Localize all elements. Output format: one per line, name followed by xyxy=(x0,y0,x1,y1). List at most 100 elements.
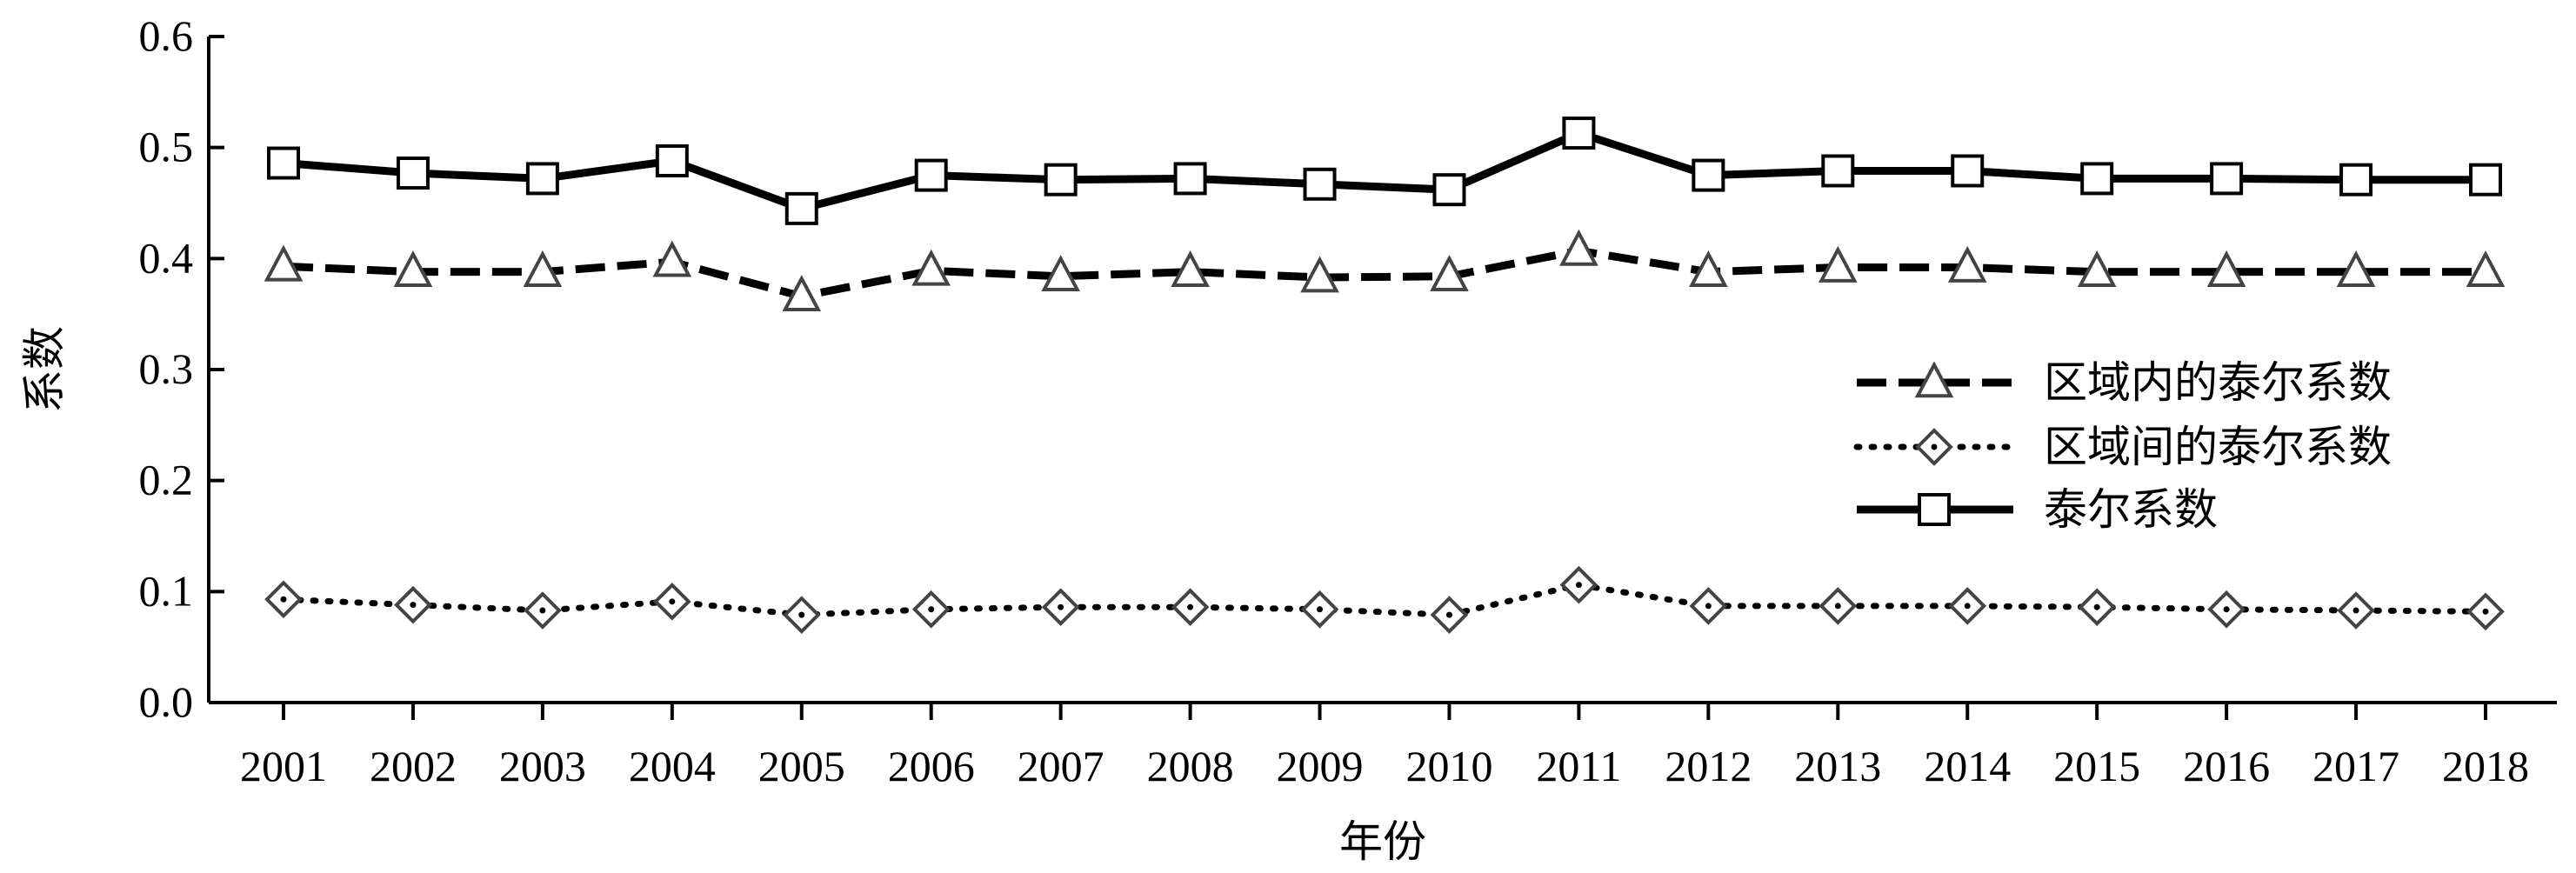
data-point-triangle xyxy=(2206,250,2246,287)
data-point-triangle xyxy=(1300,256,1339,293)
x-tick-label: 2014 xyxy=(1924,742,2011,790)
data-point-square xyxy=(1044,163,1078,197)
data-point-triangle xyxy=(1041,255,1080,292)
data-point-diamond-dot xyxy=(669,598,676,605)
data-point-triangle xyxy=(911,249,951,286)
series-triangle xyxy=(264,229,2506,312)
data-point-diamond-dot xyxy=(1317,606,1324,613)
data-point-square xyxy=(2080,162,2114,196)
data-point-square xyxy=(784,191,818,225)
data-point-square xyxy=(1951,154,1985,188)
x-tick-label: 2001 xyxy=(240,742,327,790)
ticks: 0.0 0.1 0.2 0.3 0.4 0.5 0.6 2001 2002 2003 2004 200… xyxy=(139,11,2530,790)
legend-item-diamond: 区域间的泰尔系数 xyxy=(1853,422,2392,472)
x-tick-label: 2012 xyxy=(1665,742,1752,790)
y-tick-label: 0.5 xyxy=(139,123,194,171)
legend-item-square: 泰尔系数 xyxy=(1857,484,2218,535)
x-tick-label: 2007 xyxy=(1018,742,1104,790)
x-tick-label: 2017 xyxy=(2312,742,2399,790)
data-point-square xyxy=(1692,158,1725,192)
legend-label: 区域内的泰尔系数 xyxy=(2044,357,2392,408)
data-point-square xyxy=(2339,163,2373,197)
x-axis-title: 年份 xyxy=(1339,816,1426,867)
data-point-diamond-dot xyxy=(2352,607,2359,614)
x-tick-label: 2013 xyxy=(1794,742,1881,790)
data-point-triangle xyxy=(1689,250,1728,287)
data-point-diamond-dot xyxy=(410,602,417,609)
data-point-square xyxy=(525,162,559,196)
legend-marker-triangle xyxy=(1914,361,1954,398)
data-point-diamond-dot xyxy=(1964,603,1971,610)
data-point-diamond-dot xyxy=(2482,608,2489,615)
series-line-triangle xyxy=(283,246,2486,301)
x-tick-label: 2016 xyxy=(2183,742,2270,790)
data-point-triangle xyxy=(2466,250,2506,287)
data-point-square xyxy=(1303,167,1337,201)
data-point-triangle xyxy=(1430,255,1469,292)
data-point-triangle xyxy=(1947,245,1987,283)
legend-marker-square xyxy=(1918,493,1951,526)
data-point-diamond-dot xyxy=(1834,603,1841,610)
data-point-triangle xyxy=(393,250,433,287)
y-tick-label: 0.1 xyxy=(139,566,194,615)
data-point-triangle xyxy=(2336,250,2376,287)
series-diamond xyxy=(264,565,2505,634)
data-point-square xyxy=(396,157,430,190)
legend-label: 区域间的泰尔系数 xyxy=(2044,422,2392,472)
data-point-square xyxy=(1821,154,1855,188)
data-point-square xyxy=(1173,162,1207,196)
data-point-square xyxy=(267,146,300,180)
data-point-diamond-dot xyxy=(1187,603,1194,610)
data-point-square xyxy=(1562,117,1596,150)
x-tick-label: 2008 xyxy=(1147,742,1234,790)
data-point-square xyxy=(2210,162,2244,196)
x-tick-label: 2011 xyxy=(1536,742,1621,790)
data-point-triangle xyxy=(1559,229,1598,266)
y-tick-label: 0.2 xyxy=(139,456,194,504)
series xyxy=(264,117,2506,634)
data-point-triangle xyxy=(1171,250,1210,287)
data-point-triangle xyxy=(782,275,822,312)
series-line-square xyxy=(283,129,2486,213)
data-point-diamond-dot xyxy=(1575,582,1582,589)
data-point-triangle xyxy=(264,244,304,282)
data-point-diamond-dot xyxy=(1058,603,1064,610)
legend-label: 泰尔系数 xyxy=(2044,484,2218,535)
y-tick-label: 0.0 xyxy=(139,677,194,726)
x-tick-label: 2005 xyxy=(758,742,845,790)
data-point-triangle xyxy=(652,240,692,277)
data-point-square xyxy=(655,143,689,177)
data-point-diamond-dot xyxy=(2093,603,2100,610)
x-tick-label: 2003 xyxy=(499,742,586,790)
x-tick-label: 2002 xyxy=(370,742,457,790)
x-tick-label: 2006 xyxy=(888,742,975,790)
data-point-square xyxy=(914,158,948,192)
y-axis-title: 系数 xyxy=(19,326,70,413)
data-point-square xyxy=(1432,173,1466,207)
series-line-diamond xyxy=(280,582,2489,618)
data-point-diamond-dot xyxy=(539,607,546,614)
y-tick-label: 0.4 xyxy=(139,233,194,282)
data-point-diamond-dot xyxy=(2223,606,2230,613)
series-square xyxy=(267,117,2502,225)
y-tick-label: 0.3 xyxy=(139,344,194,393)
data-point-diamond-dot xyxy=(1705,603,1712,610)
x-tick-label: 2010 xyxy=(1405,742,1492,790)
x-tick-label: 2004 xyxy=(629,742,716,790)
data-point-triangle xyxy=(523,250,563,287)
data-point-triangle xyxy=(2077,250,2117,287)
legend-marker-diamond-dot xyxy=(1931,443,1938,450)
y-tick-label: 0.6 xyxy=(139,11,194,60)
x-tick-label: 2009 xyxy=(1277,742,1364,790)
data-point-triangle xyxy=(1818,245,1858,283)
data-point-diamond-dot xyxy=(280,596,287,603)
data-point-square xyxy=(2469,163,2502,197)
data-point-diamond-dot xyxy=(928,606,935,613)
x-tick-label: 2018 xyxy=(2442,742,2529,790)
legend-item-triangle: 区域内的泰尔系数 xyxy=(1857,357,2392,408)
data-point-diamond-dot xyxy=(798,611,805,618)
data-point-diamond-dot xyxy=(1445,611,1452,618)
x-tick-label: 2015 xyxy=(2053,742,2140,790)
